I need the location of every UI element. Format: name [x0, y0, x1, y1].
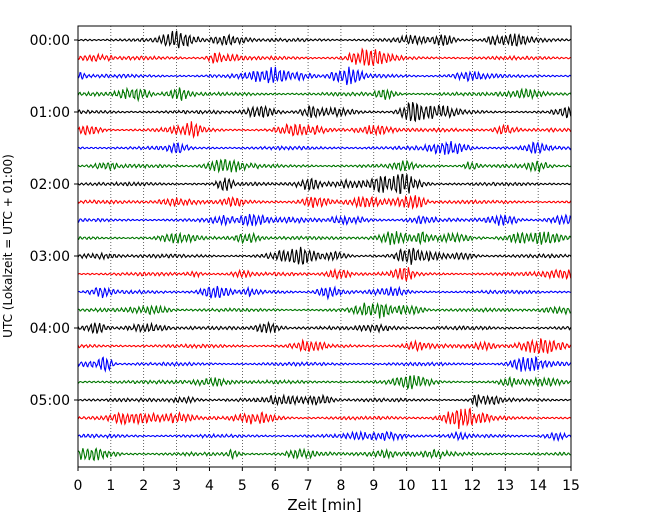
x-tick-label: 4: [205, 478, 214, 494]
y-tick-label: 03:00: [30, 249, 70, 265]
seismic-trace: [77, 338, 572, 354]
x-tick-label: 0: [74, 478, 83, 494]
seismic-trace: [77, 101, 572, 123]
x-axis-ticks: 0 1 2 3 4 5 6 7 8 9 10 11 12 13 14 15: [74, 467, 580, 494]
y-tick-label: 02:00: [30, 177, 70, 193]
x-tick-label: 14: [529, 478, 547, 494]
x-tick-label: 11: [431, 478, 449, 494]
seismic-traces: [77, 30, 572, 462]
seismic-trace: [77, 47, 571, 66]
x-tick-label: 8: [336, 478, 345, 494]
x-tick-label: 6: [271, 478, 280, 494]
y-tick-label: 00:00: [30, 33, 70, 49]
seismic-trace: [77, 213, 572, 227]
y-tick-label: 01:00: [30, 105, 70, 121]
x-tick-label: 5: [238, 478, 247, 494]
x-tick-label: 1: [106, 478, 115, 494]
y-axis-ticks: 00:00 01:00 02:00 03:00 04:00 05:00: [30, 33, 78, 409]
seismic-trace: [77, 66, 572, 86]
seismic-trace: [77, 231, 572, 246]
seismic-trace: [77, 246, 572, 265]
seismic-trace: [77, 393, 571, 408]
x-axis-label: Zeit [min]: [287, 496, 361, 514]
x-tick-label: 12: [463, 478, 481, 494]
x-tick-label: 10: [398, 478, 416, 494]
x-tick-label: 2: [139, 478, 148, 494]
seismic-trace: [77, 320, 572, 335]
x-tick-label: 15: [562, 478, 580, 494]
x-tick-label: 9: [369, 478, 378, 494]
seismic-trace: [77, 121, 572, 139]
seismic-trace: [77, 86, 572, 103]
y-axis-label: UTC (Lokalzeit = UTC + 01:00): [1, 154, 15, 338]
seismic-trace: [77, 355, 572, 373]
seismic-trace: [77, 429, 572, 442]
seismic-trace: [77, 301, 572, 319]
seismic-trace: [77, 267, 572, 282]
seismic-trace: [77, 194, 572, 210]
y-tick-label: 04:00: [30, 321, 70, 337]
plot-frame: [77, 25, 572, 468]
seismic-trace: [77, 140, 572, 155]
seismic-trace: [77, 173, 571, 195]
seismic-trace: [77, 447, 571, 462]
seismic-trace: [77, 30, 572, 49]
seismic-trace: [77, 158, 572, 174]
x-tick-label: 3: [172, 478, 181, 494]
y-tick-label: 05:00: [30, 393, 70, 409]
seismic-trace: [77, 285, 571, 301]
seismic-trace: [77, 375, 571, 391]
x-tick-label: 7: [304, 478, 313, 494]
seismic-trace: [77, 407, 572, 430]
x-tick-label: 13: [496, 478, 514, 494]
